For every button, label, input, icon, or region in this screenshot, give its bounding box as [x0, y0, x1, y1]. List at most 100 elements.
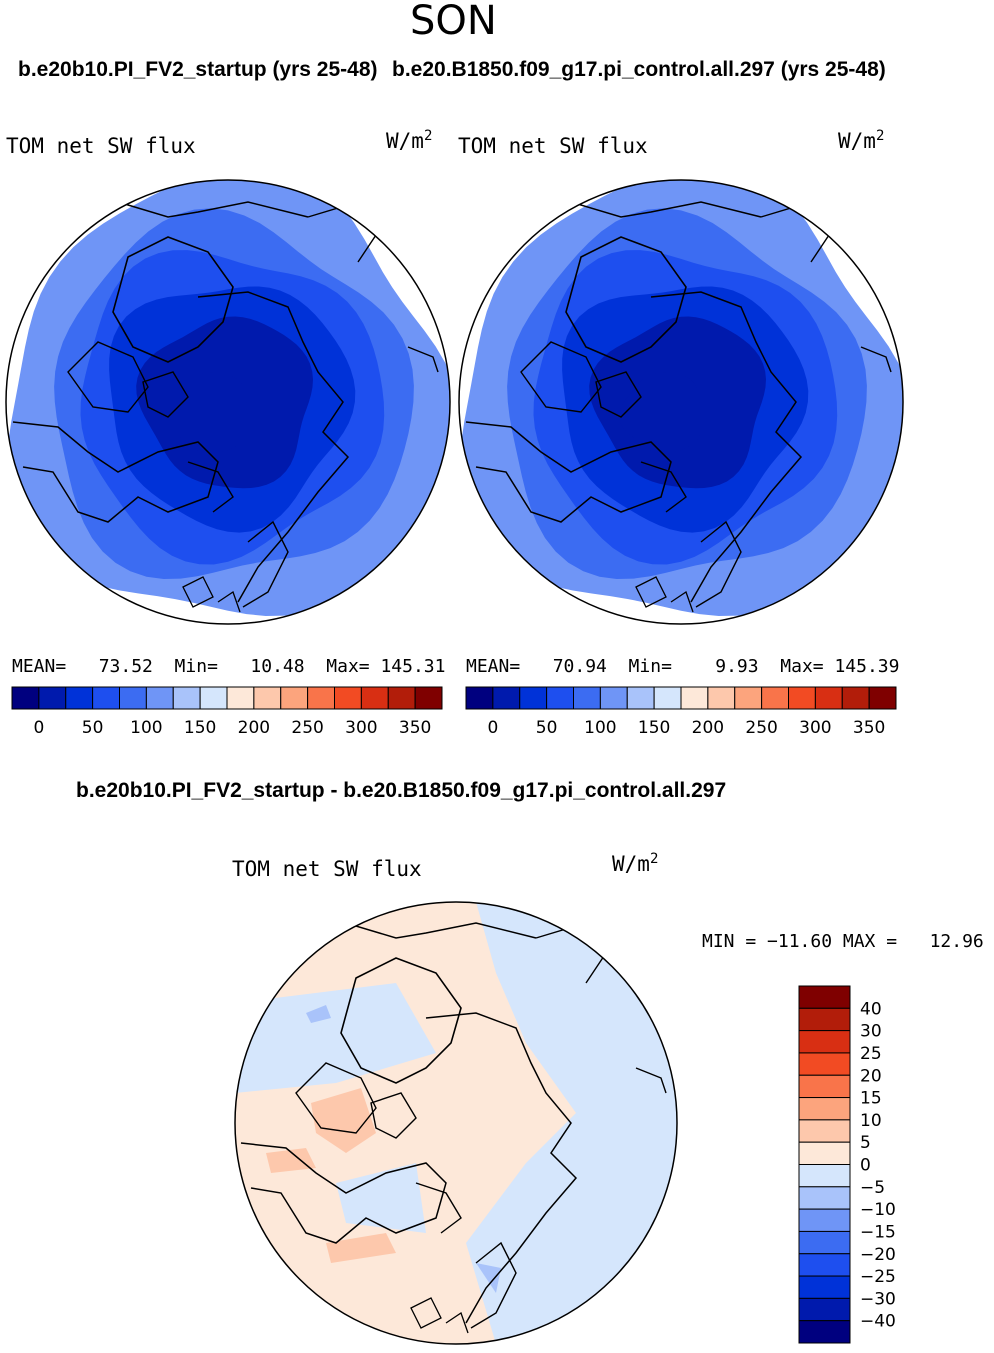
diff-colorbar-cell	[798, 1297, 851, 1322]
colorbar-cell	[65, 686, 94, 710]
left-units-text: W/m	[386, 129, 424, 153]
difference-polar-map	[235, 902, 677, 1344]
right-case-title: b.e20.B1850.f09_g17.pi_control.all.297 (…	[392, 58, 886, 81]
right-map-border	[458, 179, 904, 625]
diff-colorbar-tick-label: 0	[860, 1156, 871, 1176]
left-units-exp: 2	[423, 128, 433, 144]
colorbar-cell	[226, 686, 255, 710]
left-case-title: b.e20b10.PI_FV2_startup (yrs 25-48)	[18, 58, 378, 81]
diff-colorbar-tick-label: −20	[860, 1245, 896, 1265]
diff-panel-variable-label: TOM net SW flux	[232, 857, 422, 881]
diff-colorbar-cell	[798, 985, 851, 1009]
diff-colorbar-cell	[798, 1007, 851, 1032]
colorbar-cell	[172, 686, 201, 710]
diff-colorbar-tick-label: −40	[860, 1312, 896, 1332]
colorbar-cell	[734, 686, 763, 710]
colorbar-cell	[92, 686, 120, 710]
right-map-bands	[459, 180, 903, 616]
colorbar-tick-label: 0	[487, 718, 498, 738]
right-units-text: W/m	[838, 129, 876, 153]
diff-colorbar-tick-label: 40	[860, 999, 882, 1019]
diff-colorbar-tick-label: −15	[860, 1222, 896, 1242]
colorbar-cell	[253, 686, 282, 710]
diff-colorbar-cell	[798, 1164, 851, 1188]
left-panel-units: W/m2	[386, 128, 432, 153]
diff-colorbar-tick-label: 10	[860, 1111, 882, 1131]
colorbar-tick-label: 350	[399, 718, 431, 738]
diff-colorbar-tick-label: 15	[860, 1089, 882, 1109]
diff-map-fill	[235, 902, 677, 1344]
colorbar-tick-label: 350	[853, 718, 885, 738]
diff-colorbar-tick-label: −10	[860, 1200, 896, 1220]
diff-patch	[306, 1005, 331, 1023]
colorbar-cell	[788, 686, 816, 710]
right-units-exp: 2	[875, 128, 885, 144]
diff-colorbar-tick-label: 20	[860, 1066, 882, 1086]
colorbar-cell	[307, 686, 335, 710]
diff-colorbar-cell	[798, 1030, 851, 1054]
colorbar-cell	[519, 686, 548, 710]
diff-colorbar-cell	[798, 1141, 851, 1165]
difference-title: b.e20b10.PI_FV2_startup - b.e20.B1850.f0…	[76, 779, 727, 802]
diff-colorbar-cell	[798, 1186, 851, 1210]
right-colorbar: 0 50 100 150 200 250 300 350	[465, 686, 897, 738]
left-polar-map	[6, 180, 450, 616]
colorbar-tick-label: 100	[584, 718, 616, 738]
colorbar-cell	[680, 686, 709, 710]
colorbar-cell	[626, 686, 655, 710]
diff-colorbar-cell	[798, 1097, 851, 1121]
colorbar-cell	[546, 686, 574, 710]
colorbar-tick-label: 0	[33, 718, 44, 738]
colorbar-tick-label: 200	[238, 718, 270, 738]
diff-colorbar-cell	[798, 1320, 851, 1344]
diff-min-max: MIN = −11.60 MAX = 12.96	[702, 931, 984, 952]
right-polar-map	[459, 180, 903, 616]
diff-colorbar-tick-label: −30	[860, 1289, 896, 1309]
colorbar-tick-label: 300	[799, 718, 831, 738]
diff-colorbar-tick-label: −25	[860, 1267, 896, 1287]
colorbar-cell	[414, 686, 443, 710]
colorbar-cell	[280, 686, 309, 710]
right-stats: MEAN= 70.94 Min= 9.93 Max= 145.39	[466, 656, 900, 677]
diff-colorbar-tick-label: −5	[860, 1178, 885, 1198]
diff-map-border	[234, 901, 678, 1345]
diff-colorbar-cell	[798, 1275, 851, 1299]
diff-colorbar-cell	[798, 1052, 851, 1076]
colorbar-cell	[465, 686, 494, 710]
colorbar-cell	[387, 686, 416, 710]
left-panel-variable-label: TOM net SW flux	[6, 134, 196, 158]
colorbar-cell	[334, 686, 362, 710]
season-title: SON	[410, 0, 497, 44]
colorbar-cell	[653, 686, 682, 710]
left-stats: MEAN= 73.52 Min= 10.48 Max= 145.31	[12, 656, 446, 677]
diff-colorbar-cell	[798, 1074, 851, 1099]
colorbar-cell	[761, 686, 789, 710]
colorbar-cell	[145, 686, 174, 710]
colorbar-cell	[119, 686, 147, 710]
colorbar-cell	[573, 686, 601, 710]
diff-patch	[476, 1263, 501, 1293]
diff-colorbar-cell	[798, 1119, 851, 1143]
colorbar-tick-label: 250	[291, 718, 323, 738]
diff-colorbar-tick-label: 30	[860, 1022, 882, 1042]
diff-patch	[266, 1148, 316, 1173]
left-map-border	[5, 179, 451, 625]
colorbar-cell	[38, 686, 67, 710]
flux-band	[619, 372, 702, 454]
diff-patch	[311, 1088, 376, 1153]
colorbar-tick-label: 300	[345, 718, 377, 738]
colorbar-tick-label: 150	[184, 718, 216, 738]
colorbar-cell	[492, 686, 521, 710]
colorbar-cell	[599, 686, 628, 710]
colorbar-cell	[11, 686, 40, 710]
diff-patch	[336, 1163, 426, 1233]
diff-colorbar-cell	[798, 1208, 851, 1232]
diff-colorbar-tick-label: 5	[860, 1133, 871, 1153]
colorbar-cell	[707, 686, 736, 710]
flux-band	[166, 372, 249, 454]
diff-colorbar-cell	[798, 1230, 851, 1255]
colorbar-tick-label: 200	[692, 718, 724, 738]
diff-units-exp: 2	[649, 851, 659, 867]
